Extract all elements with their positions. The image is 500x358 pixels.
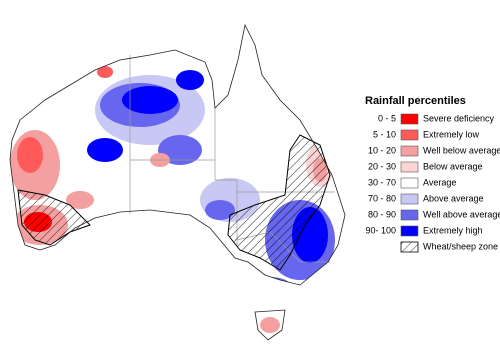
legend-swatch xyxy=(400,145,419,157)
legend-label: Above average xyxy=(423,193,484,203)
legend-swatch xyxy=(400,209,419,221)
legend-label: Extremely high xyxy=(423,225,483,235)
legend-range: 90- 100 xyxy=(365,225,396,235)
legend-swatch xyxy=(400,113,419,125)
legend-range: 0 - 5 xyxy=(378,113,396,123)
legend-range: 20 - 30 xyxy=(368,161,396,171)
legend-label: Well above average xyxy=(423,209,500,219)
legend-swatch xyxy=(400,193,419,205)
legend-range: 5 - 10 xyxy=(373,129,396,139)
legend-title: Rainfall percentiles xyxy=(365,95,466,107)
legend-range: 30 - 70 xyxy=(368,177,396,187)
legend-label: Extremely low xyxy=(423,129,480,139)
legend-label: Well below average xyxy=(423,145,500,155)
legend-swatch xyxy=(400,177,419,189)
legend-swatch xyxy=(400,241,419,253)
legend: Rainfall percentiles 0 - 5 Severe deficie… xyxy=(365,95,500,253)
legend-label: Below average xyxy=(423,161,483,171)
legend-range: 10 - 20 xyxy=(368,145,396,155)
legend-swatch xyxy=(400,161,419,173)
legend-swatch xyxy=(400,129,419,141)
legend-label: Severe deficiency xyxy=(423,113,495,123)
legend-range: 70 - 80 xyxy=(368,193,396,203)
coastline xyxy=(9,23,346,341)
legend-swatch xyxy=(400,225,419,237)
legend-range: 80 - 90 xyxy=(368,209,396,219)
legend-label: Average xyxy=(423,177,456,187)
legend-label: Wheat/sheep zone xyxy=(423,241,498,251)
